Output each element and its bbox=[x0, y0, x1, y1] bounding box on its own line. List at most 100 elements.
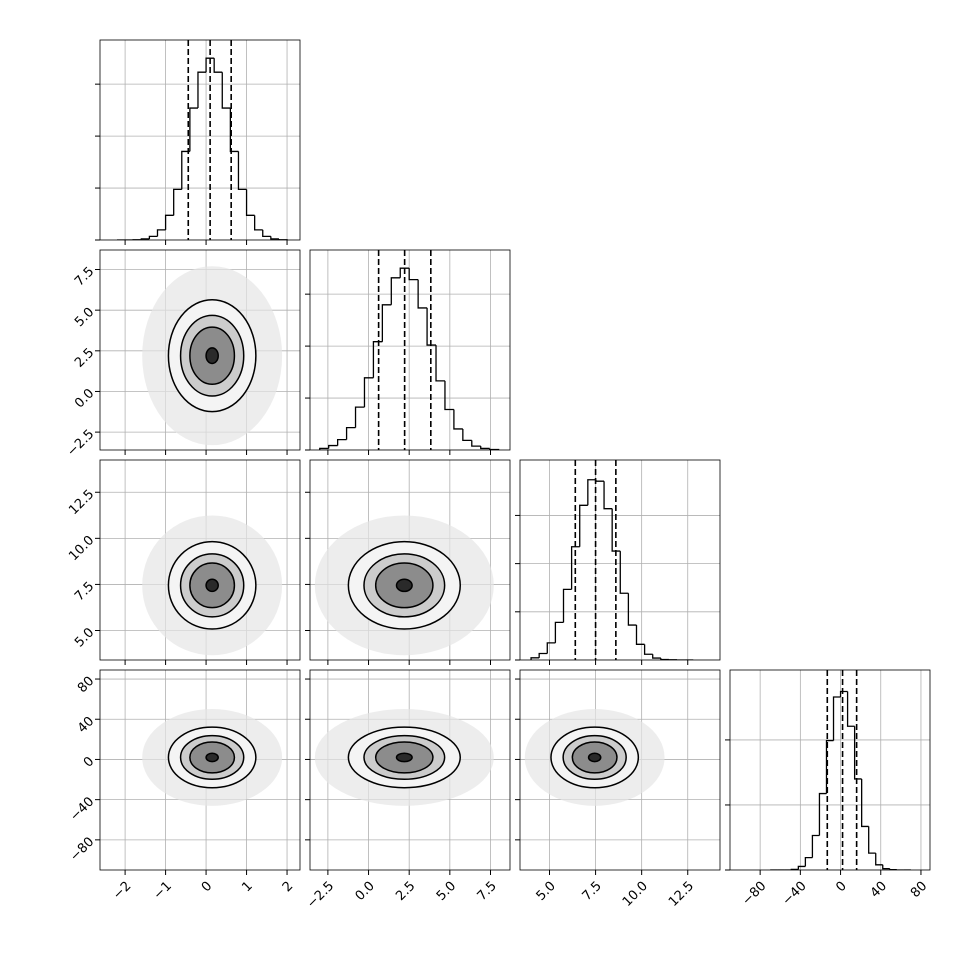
histogram-bin bbox=[391, 278, 400, 305]
histogram-bin bbox=[263, 230, 271, 236]
y-tick-label: 10.0 bbox=[66, 533, 97, 564]
x-tick-label: 40 bbox=[868, 879, 890, 901]
histogram-bin bbox=[628, 593, 636, 625]
x-tick-label: 1 bbox=[239, 879, 255, 895]
x-tick-label: 2.5 bbox=[393, 879, 418, 904]
histogram-bin bbox=[247, 189, 255, 215]
panel bbox=[310, 460, 510, 660]
y-tick-label: 80 bbox=[75, 674, 97, 696]
histogram-bin bbox=[445, 381, 454, 410]
y-tick-label: 5.0 bbox=[72, 625, 97, 650]
histogram-bin bbox=[436, 345, 445, 381]
panel bbox=[100, 250, 300, 450]
panel-frame bbox=[100, 40, 300, 240]
histogram-bin bbox=[620, 551, 628, 593]
histogram-bin bbox=[841, 691, 848, 697]
histogram-bin bbox=[481, 446, 490, 448]
histogram-bin bbox=[222, 72, 230, 108]
histogram-bin bbox=[645, 644, 653, 654]
histogram-bin bbox=[472, 440, 481, 446]
histogram-bin bbox=[876, 853, 883, 865]
density-contour bbox=[397, 579, 413, 591]
histogram-bin bbox=[869, 826, 876, 853]
x-tick-label: −1 bbox=[151, 879, 175, 903]
panel bbox=[520, 460, 720, 660]
y-tick-label: −40 bbox=[67, 794, 97, 824]
histogram-bin bbox=[356, 407, 365, 428]
histogram-bin bbox=[798, 866, 805, 869]
x-tick-label: 0 bbox=[833, 879, 849, 895]
panel bbox=[310, 250, 510, 450]
histogram-bin bbox=[198, 72, 206, 108]
density-contour bbox=[397, 753, 413, 761]
y-tick-label: 40 bbox=[75, 714, 97, 736]
histogram-bin bbox=[166, 215, 174, 230]
histogram-bin bbox=[805, 858, 812, 867]
histogram-bin bbox=[382, 305, 391, 342]
x-tick-label: 0 bbox=[199, 879, 215, 895]
histogram-bin bbox=[826, 741, 833, 794]
panel bbox=[520, 670, 720, 870]
panel bbox=[310, 670, 510, 870]
histogram-bin bbox=[883, 865, 890, 869]
x-tick-label: 7.5 bbox=[475, 879, 500, 904]
y-tick-label: 7.5 bbox=[72, 264, 97, 289]
histogram-bin bbox=[214, 58, 222, 72]
histogram-bin bbox=[588, 480, 596, 506]
panel bbox=[730, 670, 930, 870]
histogram-bin bbox=[539, 653, 547, 657]
x-tick-label: −80 bbox=[739, 879, 769, 909]
histogram-bin bbox=[564, 589, 572, 622]
histogram-bin bbox=[848, 691, 855, 726]
histogram-bin bbox=[149, 236, 157, 239]
y-tick-label: −2.5 bbox=[64, 427, 97, 460]
histogram-bin bbox=[862, 779, 869, 826]
histogram-bin bbox=[855, 726, 862, 779]
histogram-bin bbox=[547, 643, 555, 654]
histogram-bin bbox=[834, 697, 841, 741]
y-tick-label: 2.5 bbox=[72, 346, 97, 371]
x-tick-label: 12.5 bbox=[666, 879, 697, 910]
density-contour bbox=[206, 348, 218, 364]
x-tick-label: −40 bbox=[780, 879, 810, 909]
x-tick-label: 0.0 bbox=[353, 879, 378, 904]
histogram-bin bbox=[255, 215, 263, 230]
y-tick-label: 0.0 bbox=[72, 386, 97, 411]
histogram-bin bbox=[238, 151, 246, 189]
x-tick-label: 5.0 bbox=[434, 879, 459, 904]
density-contour bbox=[589, 753, 601, 761]
histogram-bin bbox=[190, 108, 198, 151]
histogram-bin bbox=[661, 658, 669, 659]
density-contour bbox=[206, 753, 218, 761]
histogram-bin bbox=[636, 625, 644, 644]
histogram-bin bbox=[347, 428, 356, 440]
x-tick-label: 2 bbox=[280, 879, 296, 895]
x-tick-label: 5.0 bbox=[534, 879, 559, 904]
histogram-bin bbox=[157, 230, 165, 236]
histogram-bin bbox=[819, 794, 826, 836]
histogram-bin bbox=[409, 268, 418, 279]
x-tick-label: 80 bbox=[908, 879, 930, 901]
histogram-bin bbox=[653, 654, 661, 658]
panel bbox=[100, 460, 300, 660]
histogram-bin bbox=[604, 481, 612, 508]
panel bbox=[100, 40, 300, 240]
histogram-bin bbox=[338, 440, 347, 446]
histogram-bin bbox=[454, 409, 463, 428]
histogram-bin bbox=[812, 836, 819, 858]
x-tick-label: 7.5 bbox=[580, 879, 605, 904]
y-tick-label: 0 bbox=[81, 754, 97, 770]
y-tick-label: 5.0 bbox=[72, 305, 97, 330]
x-tick-label: −2.5 bbox=[304, 879, 337, 912]
histogram-bin bbox=[364, 378, 373, 407]
histogram-bin bbox=[271, 236, 279, 239]
histogram-bin bbox=[580, 505, 588, 546]
histogram-bin bbox=[463, 429, 472, 440]
y-tick-label: 7.5 bbox=[72, 579, 97, 604]
panel bbox=[100, 670, 300, 870]
histogram-bin bbox=[596, 480, 604, 481]
histogram-bin bbox=[329, 446, 338, 449]
histogram-bin bbox=[174, 189, 182, 215]
x-tick-label: −2 bbox=[110, 879, 134, 903]
